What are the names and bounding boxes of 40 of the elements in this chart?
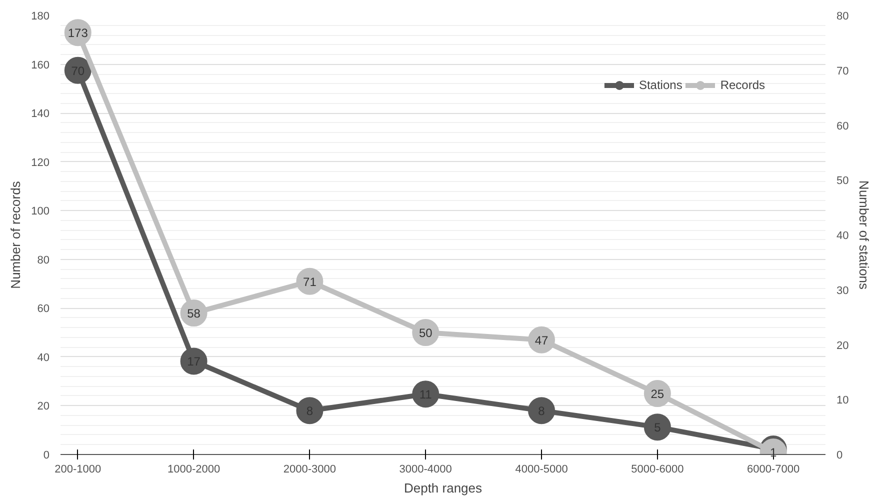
data-label: 173 — [68, 26, 88, 40]
x-axis-title: Depth ranges — [404, 480, 483, 496]
data-label: 25 — [650, 387, 664, 402]
y-tick-label: 120 — [31, 156, 50, 169]
data-label: 58 — [187, 306, 201, 321]
x-tick-label: 4000-5000 — [515, 464, 568, 476]
y2-tick-label: 0 — [836, 450, 843, 462]
y-axis-title: Number of records — [8, 180, 24, 289]
point — [644, 414, 671, 441]
y2-tick-label: 80 — [836, 10, 849, 22]
x-tick-label: 2000-3000 — [283, 464, 336, 476]
data-label: 47 — [534, 333, 549, 348]
y-tick-label: 160 — [31, 59, 50, 72]
point — [528, 397, 556, 424]
y2-tick-label: 50 — [836, 175, 849, 188]
y-tick-label: 40 — [37, 352, 50, 364]
x-tick-label: 200-1000 — [54, 464, 102, 476]
y-tick-label: 180 — [31, 10, 50, 22]
legend-label: Records — [720, 78, 765, 92]
x-tick-label: 6000-7000 — [747, 464, 800, 476]
data-label: 71 — [303, 274, 317, 289]
y2-tick-label: 60 — [836, 120, 849, 132]
y2-tick-label: 10 — [836, 394, 849, 407]
x-tick-label: 1000-2000 — [167, 464, 220, 476]
y-tick-label: 100 — [31, 206, 50, 218]
point — [296, 397, 324, 424]
y2-tick-label: 70 — [836, 65, 849, 78]
y-tick-label: 0 — [43, 450, 50, 462]
y-tick-label: 80 — [37, 254, 50, 266]
x-tick-label: 5000-6000 — [631, 464, 684, 476]
y2-axis-title: Number of stations — [856, 180, 872, 290]
legend-label: Stations — [638, 78, 682, 92]
y-tick-label: 140 — [31, 108, 50, 120]
y2-tick-label: 30 — [836, 284, 849, 297]
x-tick-label: 3000-4000 — [399, 464, 452, 476]
y2-tick-label: 40 — [836, 230, 849, 242]
data-label: 50 — [418, 326, 433, 340]
y-tick-label: 60 — [37, 303, 50, 316]
y-tick-label: 20 — [37, 400, 50, 413]
y2-tick-label: 20 — [836, 340, 849, 352]
